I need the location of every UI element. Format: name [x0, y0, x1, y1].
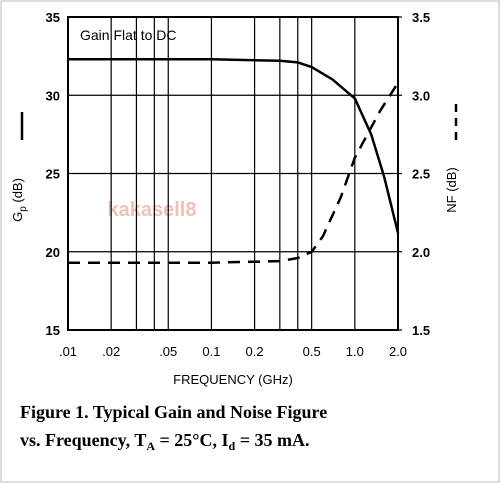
annotation: Gain Flat to DC	[80, 27, 176, 43]
y-tick-label: 35	[46, 10, 60, 25]
y-tick-label: 30	[46, 88, 60, 103]
x-axis-label: FREQUENCY (GHz)	[173, 372, 293, 387]
x-tick-label: .02	[102, 344, 120, 359]
caption-part: vs. Frequency, T	[20, 430, 146, 450]
x-tick-label: 2.0	[389, 344, 407, 359]
x-tick-label: 0.1	[202, 344, 220, 359]
caption-part: = 25°C, I	[155, 430, 228, 450]
caption-line: Figure 1. Typical Gain and Noise Figure	[20, 402, 327, 422]
y-label-part: (dB)	[10, 178, 25, 206]
series-line	[68, 58, 400, 234]
watermark: kakasell8	[108, 199, 197, 221]
y2-tick-label: 3.5	[412, 10, 430, 25]
y-tick-label: 15	[46, 323, 60, 338]
caption-line: vs. Frequency, TA = 25°C, Id = 35 mA.	[20, 430, 309, 453]
caption-part: = 35 mA.	[235, 430, 309, 450]
caption-sub: A	[146, 439, 155, 453]
y2-axis-label: NF (dB)	[444, 167, 459, 213]
plot-frame	[67, 16, 399, 331]
caption-sub: d	[229, 439, 236, 453]
x-tick-label: 1.0	[346, 344, 364, 359]
y-tick-label: 25	[46, 167, 60, 182]
x-tick-label: .05	[159, 344, 177, 359]
y2-tick-label: 2.0	[412, 245, 430, 260]
y2-tick-label: 1.5	[412, 323, 430, 338]
y-tick-label: 20	[46, 245, 60, 260]
x-tick-label: .01	[59, 344, 77, 359]
y-label-part: G	[10, 212, 25, 222]
y2-tick-label: 2.5	[412, 167, 430, 182]
y-axis-label: Gp (dB)	[10, 178, 29, 222]
x-tick-label: 0.5	[303, 344, 321, 359]
y-label-sub: p	[18, 206, 29, 212]
series-line	[68, 82, 400, 264]
x-tick-label: 0.2	[246, 344, 264, 359]
y2-tick-label: 3.0	[412, 88, 430, 103]
